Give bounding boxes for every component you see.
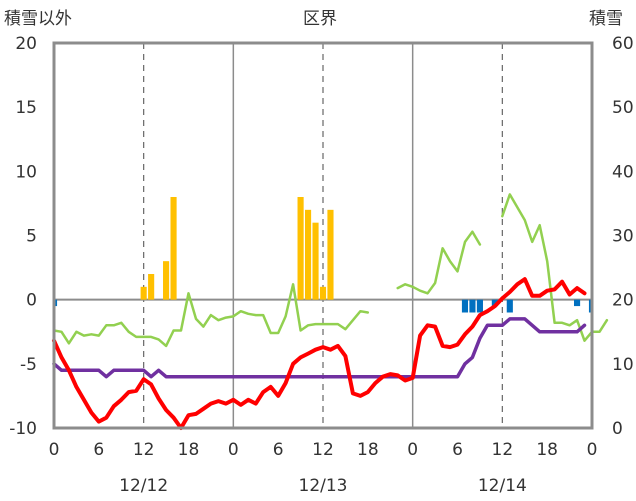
x-tick-label: 12 — [133, 440, 155, 460]
x-tick-label: 18 — [178, 440, 200, 460]
precipitation-bar — [148, 274, 155, 300]
left-axis-title: 積雪以外 — [4, 9, 72, 29]
wind-line — [52, 193, 609, 348]
bars — [55, 197, 591, 313]
x-tick-label: 12 — [312, 440, 334, 460]
left-tick-label: 5 — [26, 227, 37, 247]
x-tick-label: 6 — [273, 440, 284, 460]
precipitation-bar — [163, 261, 170, 300]
right-tick-label: 10 — [612, 355, 634, 375]
precipitation-bar — [327, 209, 334, 300]
left-tick-label: -5 — [20, 355, 37, 375]
left-tick-label: 0 — [26, 291, 37, 311]
x-tick-label: 0 — [407, 440, 418, 460]
right-tick-label: 30 — [612, 227, 634, 247]
snow_depth_change-bar — [461, 299, 469, 313]
right-tick-label: 0 — [612, 419, 623, 439]
date-label: 12/13 — [299, 476, 348, 496]
right-tick-label: 20 — [612, 291, 634, 311]
precipitation-bar — [297, 197, 304, 300]
right-tick-label: 60 — [612, 34, 634, 54]
snow_depth_change-bar — [506, 299, 513, 313]
right-tick-label: 40 — [612, 162, 634, 182]
snow_depth_change-bar — [588, 299, 591, 313]
precipitation-bar — [140, 286, 147, 300]
snow_depth_change-bar — [469, 299, 476, 313]
left-tick-label: 15 — [15, 98, 37, 118]
snow_depth-line — [52, 317, 587, 379]
snow_depth_change-bar — [55, 299, 58, 307]
chart-title: 区界 — [303, 9, 337, 29]
date-label: 12/12 — [119, 476, 168, 496]
temperature-line — [52, 277, 587, 430]
x-tick-label: 0 — [228, 440, 239, 460]
plot-frame — [52, 41, 594, 430]
x-tick-label: 18 — [536, 440, 558, 460]
series-lines — [52, 193, 609, 430]
x-tick-label: 6 — [93, 440, 104, 460]
left-tick-label: -10 — [9, 419, 37, 439]
snow_depth_change-bar — [491, 299, 498, 307]
x-tick-label: 0 — [587, 440, 598, 460]
precipitation-bar — [304, 209, 312, 300]
x-tick-label: 0 — [49, 440, 60, 460]
date-label: 12/14 — [478, 476, 527, 496]
precipitation-bar — [312, 222, 319, 300]
x-tick-label: 18 — [357, 440, 379, 460]
x-tick-label: 6 — [452, 440, 463, 460]
precipitation-bar — [319, 286, 327, 300]
precipitation-bar — [170, 197, 177, 300]
right-tick-label: 50 — [612, 98, 634, 118]
x-tick-label: 12 — [492, 440, 514, 460]
left-tick-label: 10 — [15, 162, 37, 182]
right-axis-title: 積雪 — [589, 9, 623, 29]
left-tick-label: 20 — [15, 34, 37, 54]
snow_depth_change-bar — [573, 299, 581, 307]
snow_depth_change-bar — [476, 299, 483, 313]
